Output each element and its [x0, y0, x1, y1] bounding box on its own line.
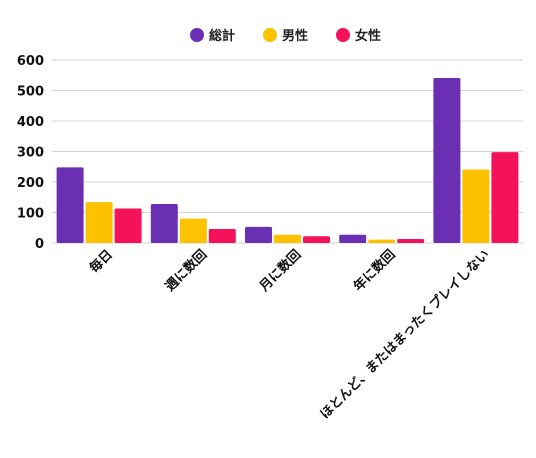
x-category-label: 月に数回: [256, 247, 305, 296]
bar: [462, 169, 490, 243]
bar: [339, 234, 367, 243]
legend-label: 男性: [282, 28, 308, 44]
legend-item: 女性: [336, 28, 381, 44]
bar: [114, 208, 142, 243]
bar: [274, 234, 301, 243]
y-tick-label: 600: [17, 54, 44, 69]
y-tick-label: 200: [17, 176, 44, 191]
x-category-label: 毎日: [86, 247, 116, 277]
y-tick-label: 100: [17, 207, 44, 222]
bar: [150, 203, 178, 243]
bar: [179, 218, 207, 243]
legend-item: 男性: [263, 28, 308, 44]
bars: [56, 77, 519, 244]
bar: [433, 77, 461, 244]
y-tick-label: 0: [35, 237, 44, 252]
bar: [303, 236, 330, 243]
y-tick-label: 500: [17, 85, 44, 100]
legend-label: 女性: [355, 28, 381, 44]
bar: [208, 228, 236, 243]
bar: [368, 239, 396, 243]
x-category-label: 年に数回: [350, 247, 398, 295]
x-category-label: ほとんど、またはまったくプレイしない: [318, 247, 493, 422]
y-tick-label: 300: [17, 146, 44, 161]
legend-swatch: [190, 28, 204, 42]
x-category-label: 週に数回: [162, 247, 210, 295]
legend-item: 総計: [190, 28, 235, 44]
bar: [491, 152, 519, 243]
bar: [397, 239, 425, 243]
legend-label: 総計: [209, 28, 235, 44]
y-axis-ticks: 0 100 200 300 400 500 600: [17, 54, 44, 252]
bar: [85, 202, 113, 243]
legend-swatch: [263, 28, 277, 42]
y-tick-label: 400: [17, 115, 44, 130]
legend-swatch: [336, 28, 350, 42]
bar: [56, 167, 84, 243]
bar: [245, 226, 272, 243]
legend: 総計 男性 女性: [190, 28, 381, 44]
